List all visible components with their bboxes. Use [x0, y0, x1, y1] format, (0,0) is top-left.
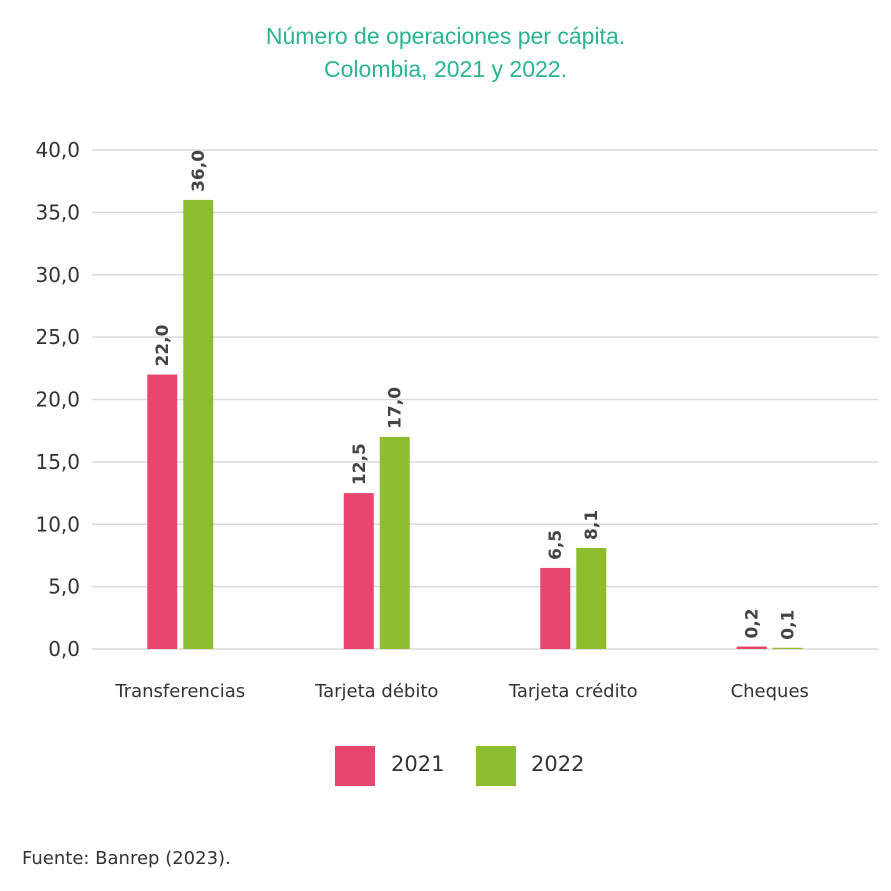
x-tick-label: Tarjeta débito — [314, 681, 438, 702]
y-tick-label: 40,0 — [35, 138, 80, 162]
bar-2021 — [736, 646, 767, 649]
bar-2022 — [183, 199, 214, 649]
y-tick-label: 5,0 — [48, 575, 80, 599]
data-label: 36,0 — [189, 150, 209, 192]
chart-title-line1: Número de operaciones per cápita. — [265, 23, 626, 49]
y-tick-label: 20,0 — [35, 388, 80, 412]
y-tick-label: 15,0 — [35, 450, 80, 474]
data-label: 6,5 — [546, 530, 566, 560]
y-tick-label: 0,0 — [48, 637, 80, 661]
bar-2021 — [343, 493, 374, 649]
y-tick-label: 30,0 — [35, 263, 80, 287]
data-label: 22,0 — [153, 324, 173, 366]
legend-label-2022: 2022 — [531, 752, 585, 776]
chart-title-line2: Colombia, 2021 y 2022. — [324, 56, 567, 82]
chart-title: Número de operaciones per cápita. Colomb… — [0, 20, 891, 86]
data-label: 12,5 — [350, 443, 370, 485]
legend-swatch-2021 — [335, 746, 375, 786]
bar-2021 — [147, 374, 178, 649]
legend-label-2021: 2021 — [391, 752, 445, 776]
legend-swatch-2022 — [476, 746, 516, 786]
bar-2022 — [379, 436, 410, 649]
y-tick-label: 10,0 — [35, 512, 80, 536]
data-label: 8,1 — [582, 510, 602, 540]
data-label: 17,0 — [386, 387, 406, 429]
x-tick-label: Transferencias — [114, 681, 245, 702]
data-label: 0,1 — [779, 610, 799, 640]
source-note: Fuente: Banrep (2023). — [22, 848, 231, 869]
data-label: 0,2 — [743, 608, 763, 638]
y-tick-label: 35,0 — [35, 200, 80, 224]
x-tick-label: Tarjeta crédito — [508, 681, 638, 702]
bar-2021 — [540, 567, 571, 649]
x-tick-label: Cheques — [731, 681, 809, 702]
legend: 2021 2022 — [0, 746, 891, 786]
bar-2022 — [576, 547, 607, 649]
y-tick-label: 25,0 — [35, 325, 80, 349]
bar-2022 — [772, 647, 803, 649]
